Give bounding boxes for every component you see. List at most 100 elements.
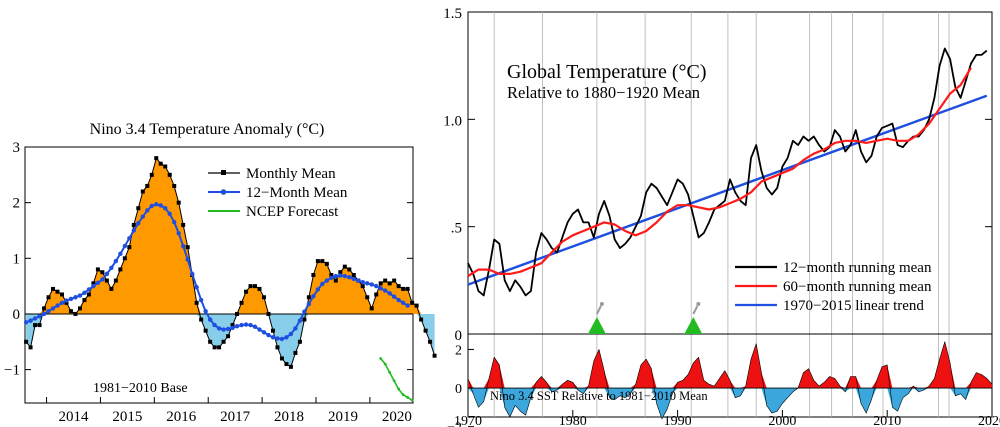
12-month-mean-point	[382, 288, 388, 293]
y-tick-label: .5	[451, 221, 462, 237]
12-month-mean-point	[50, 306, 56, 311]
nino34-lines	[23, 156, 437, 402]
12-month-mean-point	[216, 326, 222, 331]
monthly-mean-point	[217, 345, 222, 350]
monthly-mean-point	[28, 345, 33, 350]
12-month-mean-point	[374, 283, 379, 289]
12-month-mean-point	[68, 296, 74, 302]
y-tick-label: 1.5	[443, 6, 462, 22]
monthly-mean-point	[46, 295, 51, 300]
monthly-mean-point	[68, 309, 73, 314]
12-month-mean-point	[275, 336, 280, 341]
monthly-mean-point	[396, 284, 401, 289]
x-tick-label: 2015	[112, 409, 142, 425]
monthly-mean-point	[338, 270, 343, 275]
12-month-mean-point	[261, 330, 267, 335]
12-month-mean-point	[387, 291, 392, 296]
sst-subpanel-label: Nino 3.4 SST Relative to 1981−2010 Mean	[490, 389, 708, 403]
nino34-area-positive	[26, 158, 435, 314]
monthly-mean-point	[239, 300, 244, 305]
monthly-mean-point	[140, 189, 145, 194]
12-month-mean-point	[329, 275, 334, 280]
monthly-mean-point	[419, 317, 424, 322]
legend-marker-12month	[220, 189, 227, 195]
12-month-mean-point	[203, 308, 208, 314]
volcanic-eruption-markers	[587, 302, 703, 334]
12-month-mean-point	[109, 265, 114, 270]
12-month-mean-point	[311, 293, 316, 299]
legend-label-12month-running: 12−month running mean	[783, 260, 932, 276]
12-month-mean-point	[23, 320, 29, 325]
volcano-icon	[587, 317, 606, 334]
12-month-mean-point	[306, 301, 312, 307]
ncep-forecast-point	[410, 398, 414, 402]
x-tick-label: 2020	[382, 409, 412, 425]
12-month-mean-point	[212, 322, 217, 328]
12-month-mean-point	[297, 318, 303, 323]
12-month-mean-point	[180, 243, 186, 249]
ncep-forecast-point	[388, 370, 392, 374]
global-temp-y-axis: 1.5 1.0 .5 0	[443, 6, 992, 344]
12-month-mean-point	[365, 281, 370, 286]
monthly-mean-point	[266, 311, 271, 316]
monthly-mean-point	[95, 267, 100, 272]
12-month-mean-point	[41, 311, 47, 317]
x-tick-label: 2017	[220, 409, 251, 425]
12-month-mean-point	[145, 208, 150, 213]
monthly-mean-point	[261, 295, 266, 300]
monthly-mean-point	[324, 261, 329, 266]
monthly-mean-point	[284, 362, 289, 367]
monthly-mean-point	[208, 339, 213, 344]
12-month-mean-point	[333, 273, 339, 279]
12-month-mean-point	[46, 308, 51, 314]
12-month-mean-point	[400, 300, 406, 306]
12-month-mean-point	[315, 287, 321, 292]
12-month-mean-point	[221, 327, 226, 332]
12-month-mean-point	[225, 326, 231, 332]
60-month-running-mean-line	[467, 67, 972, 277]
nino34-area-negative	[26, 314, 435, 367]
y-tick-label: 0	[13, 307, 21, 323]
monthly-mean-point	[342, 264, 347, 269]
monthly-mean-point	[181, 222, 186, 227]
volcano-ash	[599, 302, 604, 306]
nino34-panel: Nino 3.4 Temperature Anomaly (°C) 3 2 1 0 −1…	[4, 121, 437, 425]
monthly-mean-point	[279, 356, 284, 361]
global-temp-title: Global Temperature (°C)	[507, 61, 707, 83]
12-month-mean-point	[234, 324, 240, 329]
12-month-mean-point	[284, 335, 289, 340]
monthly-mean-point	[158, 161, 163, 166]
ncep-forecast-point	[401, 393, 405, 397]
monthly-mean-point	[226, 334, 231, 339]
monthly-mean-point	[73, 311, 78, 316]
volcano-icon	[684, 317, 703, 334]
12-month-mean-point	[86, 287, 92, 292]
monthly-mean-point	[145, 183, 150, 188]
12-month-mean-point	[378, 286, 383, 291]
monthly-mean-point	[203, 328, 208, 333]
x-tick-label: 2018	[274, 409, 304, 425]
global-temp-frame	[467, 11, 993, 418]
12-month-mean-point	[279, 336, 285, 342]
monthly-mean-point	[212, 345, 217, 350]
monthly-mean-point	[351, 273, 356, 277]
monthly-mean-point	[347, 267, 352, 272]
monthly-mean-point	[383, 278, 388, 283]
12-month-mean-point	[207, 317, 213, 322]
monthly-mean-point	[118, 267, 123, 272]
monthly-mean-point	[127, 245, 132, 250]
monthly-mean-point	[288, 364, 293, 369]
monthly-mean-point	[244, 289, 249, 294]
monthly-mean-point	[154, 156, 159, 161]
sub-y-tick-label: 0	[455, 382, 462, 397]
12-month-mean-point	[131, 228, 137, 233]
monthly-mean-point	[55, 289, 60, 294]
12-month-mean-point	[302, 309, 307, 314]
monthly-mean-point	[365, 295, 370, 300]
nino34-y-axis: 3 2 1 0 −1	[4, 140, 413, 379]
global-temp-subtitle: Relative to 1880−1920 Mean	[507, 83, 700, 102]
monthly-mean-point	[320, 259, 325, 264]
monthly-mean-point	[100, 270, 105, 275]
monthly-mean-point	[77, 306, 82, 311]
12-month-mean-point	[136, 221, 141, 226]
